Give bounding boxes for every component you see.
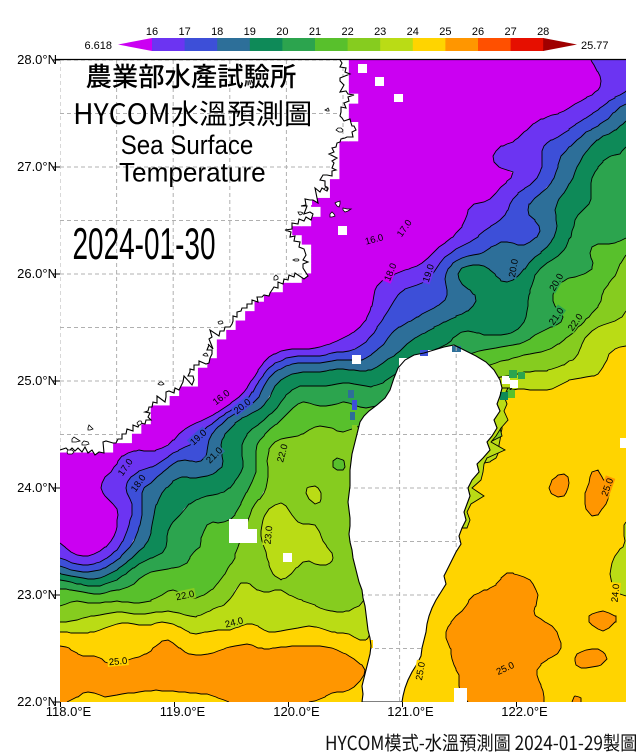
svg-text:24.0: 24.0 — [224, 615, 245, 630]
svg-text:119.0°E: 119.0°E — [160, 704, 206, 719]
svg-text:24.0: 24.0 — [610, 583, 623, 602]
svg-text:22.0: 22.0 — [175, 589, 195, 604]
svg-text:121.0°E: 121.0°E — [387, 704, 434, 719]
svg-text:23.0°N: 23.0°N — [17, 587, 57, 602]
svg-text:20.0: 20.0 — [507, 258, 521, 278]
svg-text:6.618: 6.618 — [84, 40, 112, 52]
svg-text:25: 25 — [439, 26, 451, 38]
svg-text:28.0°N: 28.0°N — [17, 52, 57, 67]
svg-text:17: 17 — [178, 26, 190, 38]
svg-text:24.0°N: 24.0°N — [17, 480, 57, 495]
svg-text:22.0°N: 22.0°N — [17, 694, 57, 709]
svg-text:16: 16 — [146, 26, 158, 38]
svg-text:22.0: 22.0 — [275, 443, 290, 464]
svg-text:118.0°E: 118.0°E — [46, 704, 92, 719]
svg-text:28: 28 — [537, 26, 549, 38]
svg-text:120.0°E: 120.0°E — [273, 704, 320, 719]
svg-text:Sea Surface: Sea Surface — [121, 130, 254, 160]
svg-text:21: 21 — [309, 26, 321, 38]
svg-text:122.0°E: 122.0°E — [501, 704, 548, 719]
svg-text:25.0°N: 25.0°N — [17, 373, 57, 388]
svg-text:19: 19 — [244, 26, 256, 38]
svg-text:20: 20 — [276, 26, 288, 38]
svg-text:24: 24 — [407, 26, 419, 38]
svg-text:27.0°N: 27.0°N — [17, 159, 57, 174]
svg-text:26.0°N: 26.0°N — [17, 266, 57, 281]
svg-text:27: 27 — [504, 26, 516, 38]
svg-text:2024-01-30: 2024-01-30 — [73, 220, 216, 269]
svg-text:Temperature: Temperature — [119, 158, 266, 188]
svg-text:23: 23 — [374, 26, 386, 38]
svg-text:25.0: 25.0 — [414, 661, 428, 681]
svg-text:19.0: 19.0 — [421, 263, 437, 284]
svg-text:25.77: 25.77 — [581, 40, 609, 52]
svg-text:26: 26 — [472, 26, 484, 38]
svg-text:16.0: 16.0 — [364, 232, 385, 247]
svg-text:22: 22 — [341, 26, 353, 38]
svg-text:18: 18 — [211, 26, 223, 38]
svg-text:25.0: 25.0 — [108, 656, 127, 669]
svg-text:23.0: 23.0 — [263, 525, 276, 544]
